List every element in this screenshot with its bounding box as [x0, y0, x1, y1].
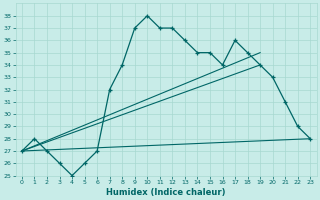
X-axis label: Humidex (Indice chaleur): Humidex (Indice chaleur) — [106, 188, 226, 197]
